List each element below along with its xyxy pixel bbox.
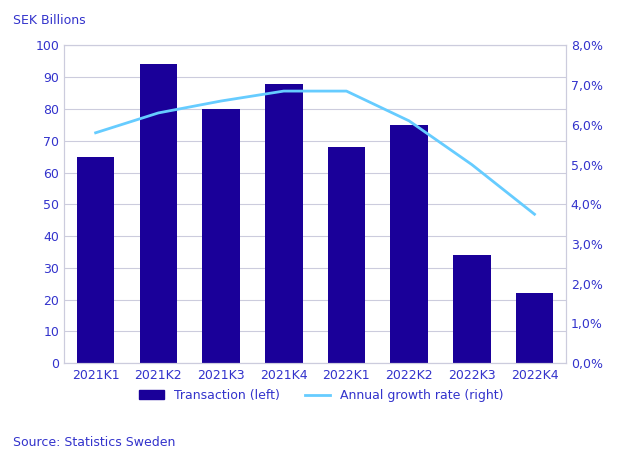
Bar <box>390 125 428 363</box>
Bar <box>327 147 365 363</box>
Legend: Transaction (left), Annual growth rate (right): Transaction (left), Annual growth rate (… <box>134 384 509 407</box>
Bar <box>202 109 240 363</box>
Bar <box>77 157 114 363</box>
Bar <box>516 293 553 363</box>
Text: Source: Statistics Sweden: Source: Statistics Sweden <box>13 436 176 449</box>
Bar <box>140 64 177 363</box>
Bar <box>453 255 491 363</box>
Bar <box>265 84 302 363</box>
Text: SEK Billions: SEK Billions <box>13 14 86 27</box>
